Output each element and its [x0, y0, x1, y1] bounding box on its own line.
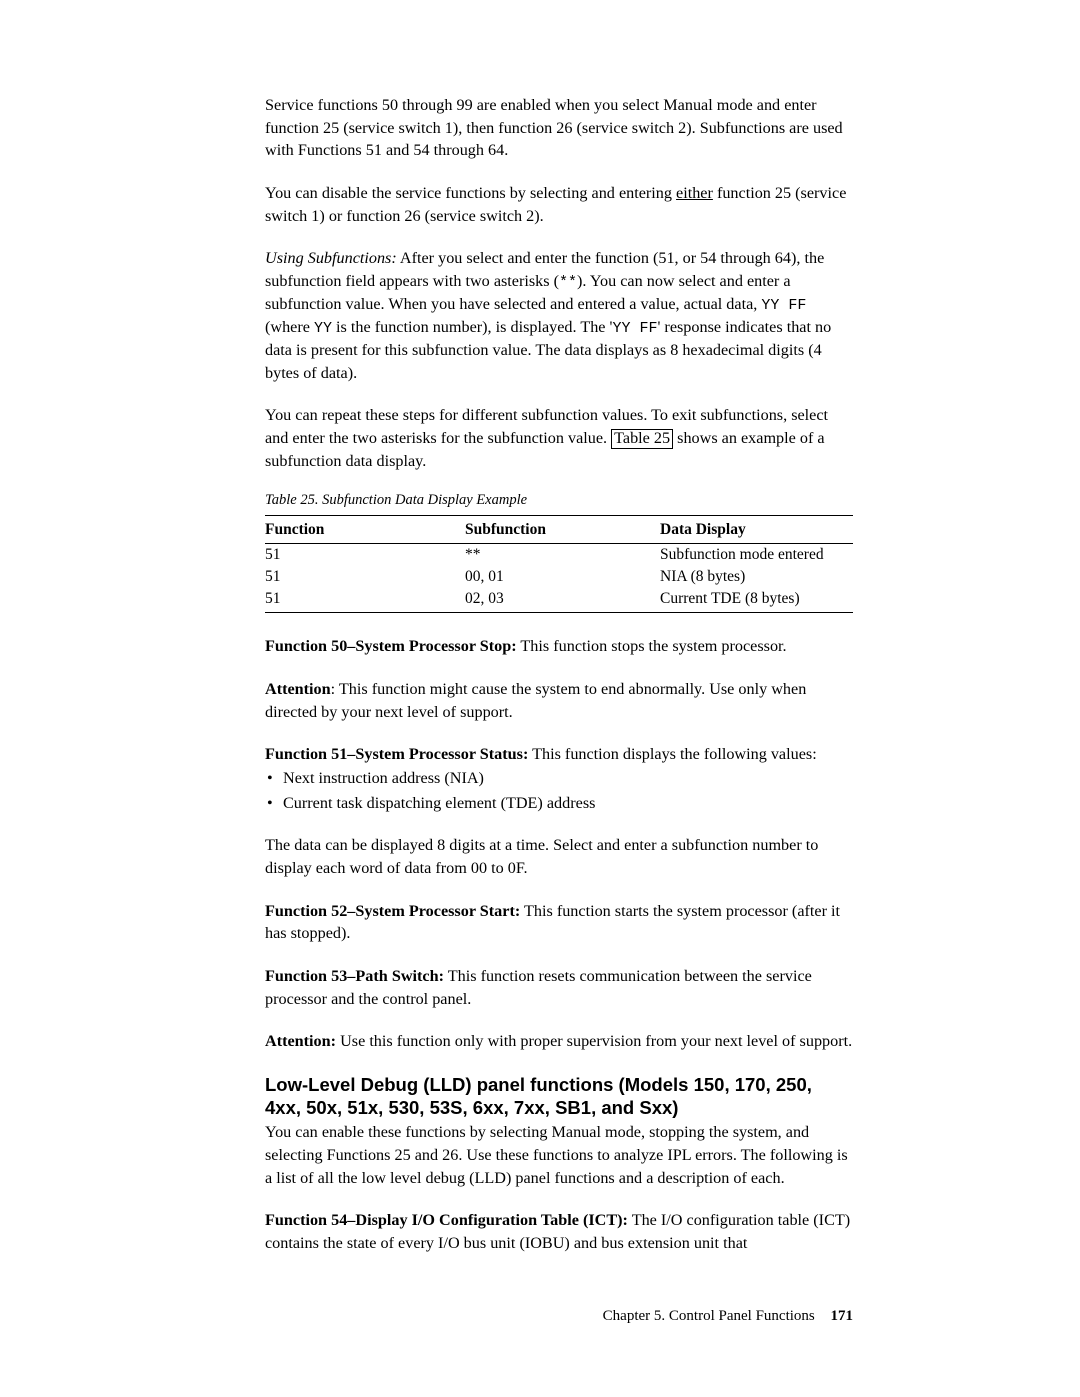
table-cell: 00, 01: [465, 566, 660, 588]
text-segment: Use this function only with proper super…: [336, 1032, 852, 1050]
page-content: Service functions 50 through 99 are enab…: [265, 94, 853, 1275]
bullet-list: Next instruction address (NIA) Current t…: [265, 766, 853, 816]
code-inline: YY: [314, 320, 332, 337]
cross-reference-link[interactable]: Table 25: [611, 429, 673, 449]
inline-heading: Using Subfunctions:: [265, 249, 397, 267]
table-header: Function: [265, 516, 465, 544]
table-cell: Subfunction mode entered: [660, 544, 853, 567]
table-header-row: Function Subfunction Data Display: [265, 516, 853, 544]
table-cell: 02, 03: [465, 588, 660, 613]
function-label: Function 50–System Processor Stop:: [265, 637, 517, 655]
paragraph-attention-2: Attention: Use this function only with p…: [265, 1030, 853, 1053]
function-label: Function 51–System Processor Status:: [265, 745, 528, 763]
footer-chapter: Chapter 5. Control Panel Functions: [603, 1308, 815, 1324]
table-cell: NIA (8 bytes): [660, 566, 853, 588]
table-cell: **: [465, 544, 660, 567]
paragraph-lld-intro: You can enable these functions by select…: [265, 1121, 853, 1189]
text-segment: : This function might cause the system t…: [265, 680, 806, 721]
paragraph-using-subfunctions: Using Subfunctions: After you select and…: [265, 247, 853, 384]
paragraph-function-52: Function 52–System Processor Start: This…: [265, 900, 853, 945]
list-item: Current task dispatching element (TDE) a…: [265, 791, 853, 816]
table-row: 51 ** Subfunction mode entered: [265, 544, 853, 567]
attention-label: Attention:: [265, 1032, 336, 1050]
text-segment: This function displays the following val…: [528, 745, 816, 763]
paragraph-function-51: Function 51–System Processor Status: Thi…: [265, 743, 853, 766]
table-cell: 51: [265, 588, 465, 613]
paragraph-function-53: Function 53–Path Switch: This function r…: [265, 965, 853, 1010]
table-header: Data Display: [660, 516, 853, 544]
code-inline: **: [559, 274, 577, 291]
section-heading-lld: Low-Level Debug (LLD) panel functions (M…: [265, 1073, 853, 1119]
paragraph-attention-1: Attention: This function might cause the…: [265, 678, 853, 723]
table-row: 51 02, 03 Current TDE (8 bytes): [265, 588, 853, 613]
code-inline: YY FF: [612, 320, 657, 337]
underlined-text: either: [676, 184, 713, 202]
text-segment: is the function number), is displayed. T…: [332, 318, 612, 336]
paragraph-service-functions: Service functions 50 through 99 are enab…: [265, 94, 853, 162]
footer-page-number: 171: [831, 1308, 854, 1324]
paragraph-repeat-steps: You can repeat these steps for different…: [265, 404, 853, 472]
paragraph-data-display: The data can be displayed 8 digits at a …: [265, 834, 853, 879]
paragraph-disable: You can disable the service functions by…: [265, 182, 853, 227]
table-header: Subfunction: [465, 516, 660, 544]
list-item: Next instruction address (NIA): [265, 766, 853, 791]
text-segment: You can disable the service functions by…: [265, 184, 676, 202]
function-label: Function 52–System Processor Start:: [265, 902, 520, 920]
table-cell: 51: [265, 544, 465, 567]
subfunction-table: Function Subfunction Data Display 51 ** …: [265, 515, 853, 613]
code-inline: YY FF: [761, 297, 806, 314]
table-cell: Current TDE (8 bytes): [660, 588, 853, 613]
function-label: Function 54–Display I/O Configuration Ta…: [265, 1211, 628, 1229]
paragraph-function-54: Function 54–Display I/O Configuration Ta…: [265, 1209, 853, 1254]
text-segment: This function stops the system processor…: [517, 637, 787, 655]
table-row: 51 00, 01 NIA (8 bytes): [265, 566, 853, 588]
attention-label: Attention: [265, 680, 331, 698]
function-label: Function 53–Path Switch:: [265, 967, 444, 985]
table-caption: Table 25. Subfunction Data Display Examp…: [265, 492, 853, 509]
paragraph-function-50: Function 50–System Processor Stop: This …: [265, 635, 853, 658]
text-segment: (where: [265, 318, 314, 336]
table-cell: 51: [265, 566, 465, 588]
